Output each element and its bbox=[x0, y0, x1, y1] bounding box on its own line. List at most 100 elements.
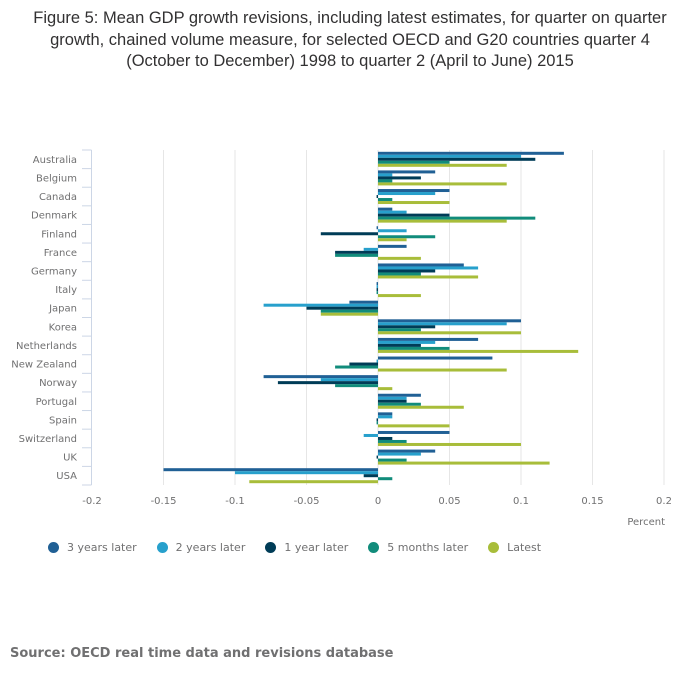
bar[interactable]: Spain — 1 year later: -0.001 bbox=[376, 418, 378, 422]
bar[interactable]: Korea — 2 years later: 0.09 bbox=[378, 322, 507, 326]
bar[interactable]: USA — 1 year later: -0.01 bbox=[363, 474, 378, 478]
bar[interactable]: New Zealand — 5 months later: -0.03 bbox=[335, 365, 378, 369]
bar[interactable]: UK — Latest: 0.12 bbox=[378, 461, 550, 465]
bar[interactable]: Finland — 5 months later: 0.04 bbox=[378, 235, 436, 239]
bar[interactable]: Switzerland — 3 years later: 0.05 bbox=[378, 430, 450, 434]
bar[interactable]: Spain — 3 years later: 0.01 bbox=[378, 412, 393, 416]
bar[interactable]: Portugal — 3 years later: 0.03 bbox=[378, 393, 421, 397]
legend-item[interactable]: 5 months later bbox=[368, 541, 468, 554]
bar[interactable]: Korea — 5 months later: 0.03 bbox=[378, 328, 421, 332]
category-label: Canada bbox=[39, 192, 77, 203]
legend-item[interactable]: 3 years later bbox=[48, 541, 137, 554]
bar[interactable]: Canada — 3 years later: 0.05 bbox=[378, 189, 450, 193]
bar[interactable]: Italy — 5 months later: -0.001 bbox=[376, 291, 378, 295]
bar[interactable]: Italy — Latest: 0.03 bbox=[378, 294, 421, 298]
bar[interactable]: Norway — 5 months later: -0.03 bbox=[335, 384, 378, 388]
bar[interactable]: Spain — 2 years later: 0.01 bbox=[378, 415, 393, 419]
bar[interactable]: Italy — 3 years later: -0.001 bbox=[376, 282, 378, 286]
bar[interactable]: USA — 3 years later: -0.15 bbox=[163, 468, 379, 472]
bar[interactable]: USA — 5 months later: 0.01 bbox=[378, 477, 393, 481]
bar[interactable]: France — 1 year later: -0.03 bbox=[335, 250, 378, 254]
bar[interactable]: France — 5 months later: -0.03 bbox=[335, 253, 378, 257]
bar[interactable]: Netherlands — 2 years later: 0.04 bbox=[378, 340, 436, 344]
bar[interactable]: Portugal — 1 year later: 0.02 bbox=[378, 399, 407, 403]
bar[interactable]: Australia — 5 months later: 0.05 bbox=[378, 160, 450, 164]
bar[interactable]: Germany — 3 years later: 0.06 bbox=[378, 263, 464, 267]
bar[interactable]: Netherlands — 1 year later: 0.03 bbox=[378, 343, 421, 347]
bar[interactable]: Italy — 1 year later: -0.001 bbox=[376, 288, 378, 292]
bar[interactable]: Denmark — 1 year later: 0.05 bbox=[378, 213, 450, 217]
bar[interactable]: Portugal — 2 years later: 0.02 bbox=[378, 396, 407, 400]
bar[interactable]: Australia — 1 year later: 0.11 bbox=[378, 157, 536, 161]
bar[interactable]: Japan — 5 months later: -0.04 bbox=[320, 309, 378, 313]
bar[interactable]: Belgium — 2 years later: 0.01 bbox=[378, 173, 393, 177]
bar[interactable]: Switzerland — Latest: 0.1 bbox=[378, 442, 521, 446]
bar[interactable]: Finland — 3 years later: -0.001 bbox=[376, 226, 378, 230]
bar[interactable]: Italy — 2 years later: -0.001 bbox=[376, 285, 378, 289]
bar[interactable]: Canada — Latest: 0.05 bbox=[378, 201, 450, 205]
bar[interactable]: Norway — 2 years later: -0.04 bbox=[320, 378, 378, 382]
bar[interactable]: Japan — 2 years later: -0.08 bbox=[263, 303, 378, 307]
bar[interactable]: Norway — 3 years later: -0.08 bbox=[263, 375, 378, 379]
bar[interactable]: Denmark — Latest: 0.09 bbox=[378, 219, 507, 223]
bar[interactable]: New Zealand — Latest: 0.09 bbox=[378, 368, 507, 372]
bar[interactable]: Switzerland — 5 months later: 0.02 bbox=[378, 439, 407, 443]
bar[interactable]: Korea — Latest: 0.1 bbox=[378, 331, 521, 335]
bar[interactable]: Canada — 2 years later: 0.04 bbox=[378, 192, 436, 196]
bar[interactable]: Spain — Latest: 0.05 bbox=[378, 424, 450, 428]
bar[interactable]: UK — 3 years later: 0.04 bbox=[378, 449, 436, 453]
bar[interactable]: New Zealand — 2 years later: -0.001 bbox=[376, 359, 378, 363]
bar[interactable]: Spain — 5 months later: -0.001 bbox=[376, 421, 378, 425]
bar[interactable]: UK — 5 months later: 0.02 bbox=[378, 458, 407, 462]
bar[interactable]: France — 2 years later: -0.01 bbox=[363, 247, 378, 251]
bar[interactable]: UK — 1 year later: -0.001 bbox=[376, 455, 378, 459]
bar[interactable]: USA — 2 years later: -0.1 bbox=[235, 471, 378, 475]
bar[interactable]: New Zealand — 1 year later: -0.02 bbox=[349, 362, 378, 366]
bar[interactable]: Belgium — 1 year later: 0.03 bbox=[378, 176, 421, 180]
bar[interactable]: Norway — 1 year later: -0.07 bbox=[277, 381, 378, 385]
category-axis: Australia Belgium Canada Denmark Finland Fran… bbox=[11, 149, 92, 486]
category-label: Spain bbox=[49, 415, 77, 426]
bar[interactable]: Switzerland — 1 year later: 0.01 bbox=[378, 436, 393, 440]
bar[interactable]: USA — Latest: -0.09 bbox=[249, 480, 378, 484]
bar[interactable]: Finland — 2 years later: 0.02 bbox=[378, 229, 407, 233]
bar[interactable]: Norway — Latest: 0.01 bbox=[378, 387, 393, 391]
bar[interactable]: UK — 2 years later: 0.03 bbox=[378, 452, 421, 456]
bar[interactable]: Australia — 2 years later: 0.1 bbox=[378, 154, 521, 158]
x-tick-label: -0.05 bbox=[294, 496, 320, 507]
bar[interactable]: Netherlands — 5 months later: 0.05 bbox=[378, 346, 450, 350]
bar[interactable]: Australia — Latest: 0.09 bbox=[378, 163, 507, 167]
bar[interactable]: Belgium — Latest: 0.09 bbox=[378, 182, 507, 186]
bar[interactable]: Portugal — Latest: 0.06 bbox=[378, 405, 464, 409]
bar[interactable]: Netherlands — Latest: 0.14 bbox=[378, 349, 579, 353]
bar[interactable]: Netherlands — 3 years later: 0.07 bbox=[378, 337, 479, 341]
bar[interactable]: Finland — Latest: 0.02 bbox=[378, 238, 407, 242]
bar[interactable]: Germany — 1 year later: 0.04 bbox=[378, 269, 436, 273]
bar[interactable]: Japan — 3 years later: -0.02 bbox=[349, 300, 378, 304]
bar[interactable]: Canada — 1 year later: -0.001 bbox=[376, 195, 378, 199]
legend-item[interactable]: 2 years later bbox=[156, 541, 245, 554]
bar[interactable]: Belgium — 3 years later: 0.04 bbox=[378, 170, 436, 174]
bar[interactable]: Germany — 5 months later: 0.03 bbox=[378, 272, 421, 276]
bar[interactable]: Finland — 1 year later: -0.04 bbox=[320, 232, 378, 236]
bar[interactable]: France — 3 years later: 0.02 bbox=[378, 244, 407, 248]
bar[interactable]: Canada — 5 months later: 0.01 bbox=[378, 198, 393, 202]
bar[interactable]: Japan — 1 year later: -0.05 bbox=[306, 306, 379, 310]
bar[interactable]: Denmark — 3 years later: 0.01 bbox=[378, 207, 393, 211]
bar[interactable]: Denmark — 5 months later: 0.11 bbox=[378, 216, 536, 220]
legend-item[interactable]: Latest bbox=[488, 541, 541, 554]
bar[interactable]: Switzerland — 2 years later: -0.01 bbox=[363, 433, 378, 437]
bar[interactable]: Korea — 1 year later: 0.04 bbox=[378, 325, 436, 329]
bar[interactable]: France — Latest: 0.03 bbox=[378, 256, 421, 260]
bar[interactable]: Germany — 2 years later: 0.07 bbox=[378, 266, 479, 270]
bar[interactable]: New Zealand — 3 years later: 0.08 bbox=[378, 356, 493, 360]
bar[interactable]: Belgium — 5 months later: 0.01 bbox=[378, 179, 393, 183]
bar[interactable]: Germany — Latest: 0.07 bbox=[378, 275, 479, 279]
category-label: UK bbox=[63, 453, 77, 464]
bar[interactable]: Denmark — 2 years later: 0.02 bbox=[378, 210, 407, 214]
bar[interactable]: Japan — Latest: -0.04 bbox=[320, 312, 378, 316]
bar[interactable]: Australia — 3 years later: 0.13 bbox=[378, 151, 564, 155]
legend-item[interactable]: 1 year later bbox=[265, 541, 348, 554]
bar[interactable]: Korea — 3 years later: 0.1 bbox=[378, 319, 521, 323]
bar[interactable]: Portugal — 5 months later: 0.03 bbox=[378, 402, 421, 406]
